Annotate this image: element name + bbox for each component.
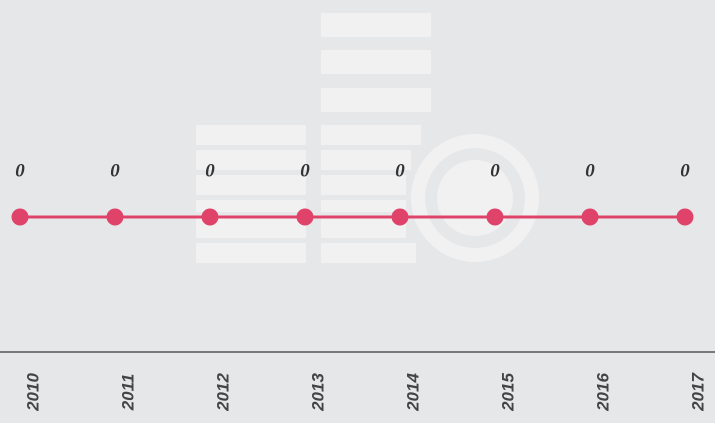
chart: 2010 2011 2012 2013 2014 2015 2016 2017 0 0 0 0 0 0 0 0 [0, 0, 715, 423]
marker [107, 209, 124, 226]
data-label: 0 [680, 160, 690, 181]
marker [487, 209, 504, 226]
x-tick-label: 2011 [118, 374, 137, 412]
x-tick-label: 2012 [213, 373, 232, 412]
data-label: 0 [205, 160, 215, 181]
data-label: 0 [585, 160, 595, 181]
x-tick-label: 2016 [593, 373, 612, 412]
marker [582, 209, 599, 226]
marker [202, 209, 219, 226]
x-tick-label: 2014 [403, 373, 422, 412]
data-label: 0 [15, 160, 25, 181]
x-tick-label: 2017 [688, 372, 707, 412]
marker [677, 209, 694, 226]
x-tick-label: 2013 [308, 373, 327, 412]
data-label: 0 [300, 160, 310, 181]
marker [12, 209, 29, 226]
marker [297, 209, 314, 226]
data-label: 0 [490, 160, 500, 181]
x-tick-label: 2010 [23, 373, 42, 412]
x-tick-label: 2015 [498, 373, 517, 412]
marker [392, 209, 409, 226]
data-label: 0 [110, 160, 120, 181]
data-label: 0 [395, 160, 405, 181]
